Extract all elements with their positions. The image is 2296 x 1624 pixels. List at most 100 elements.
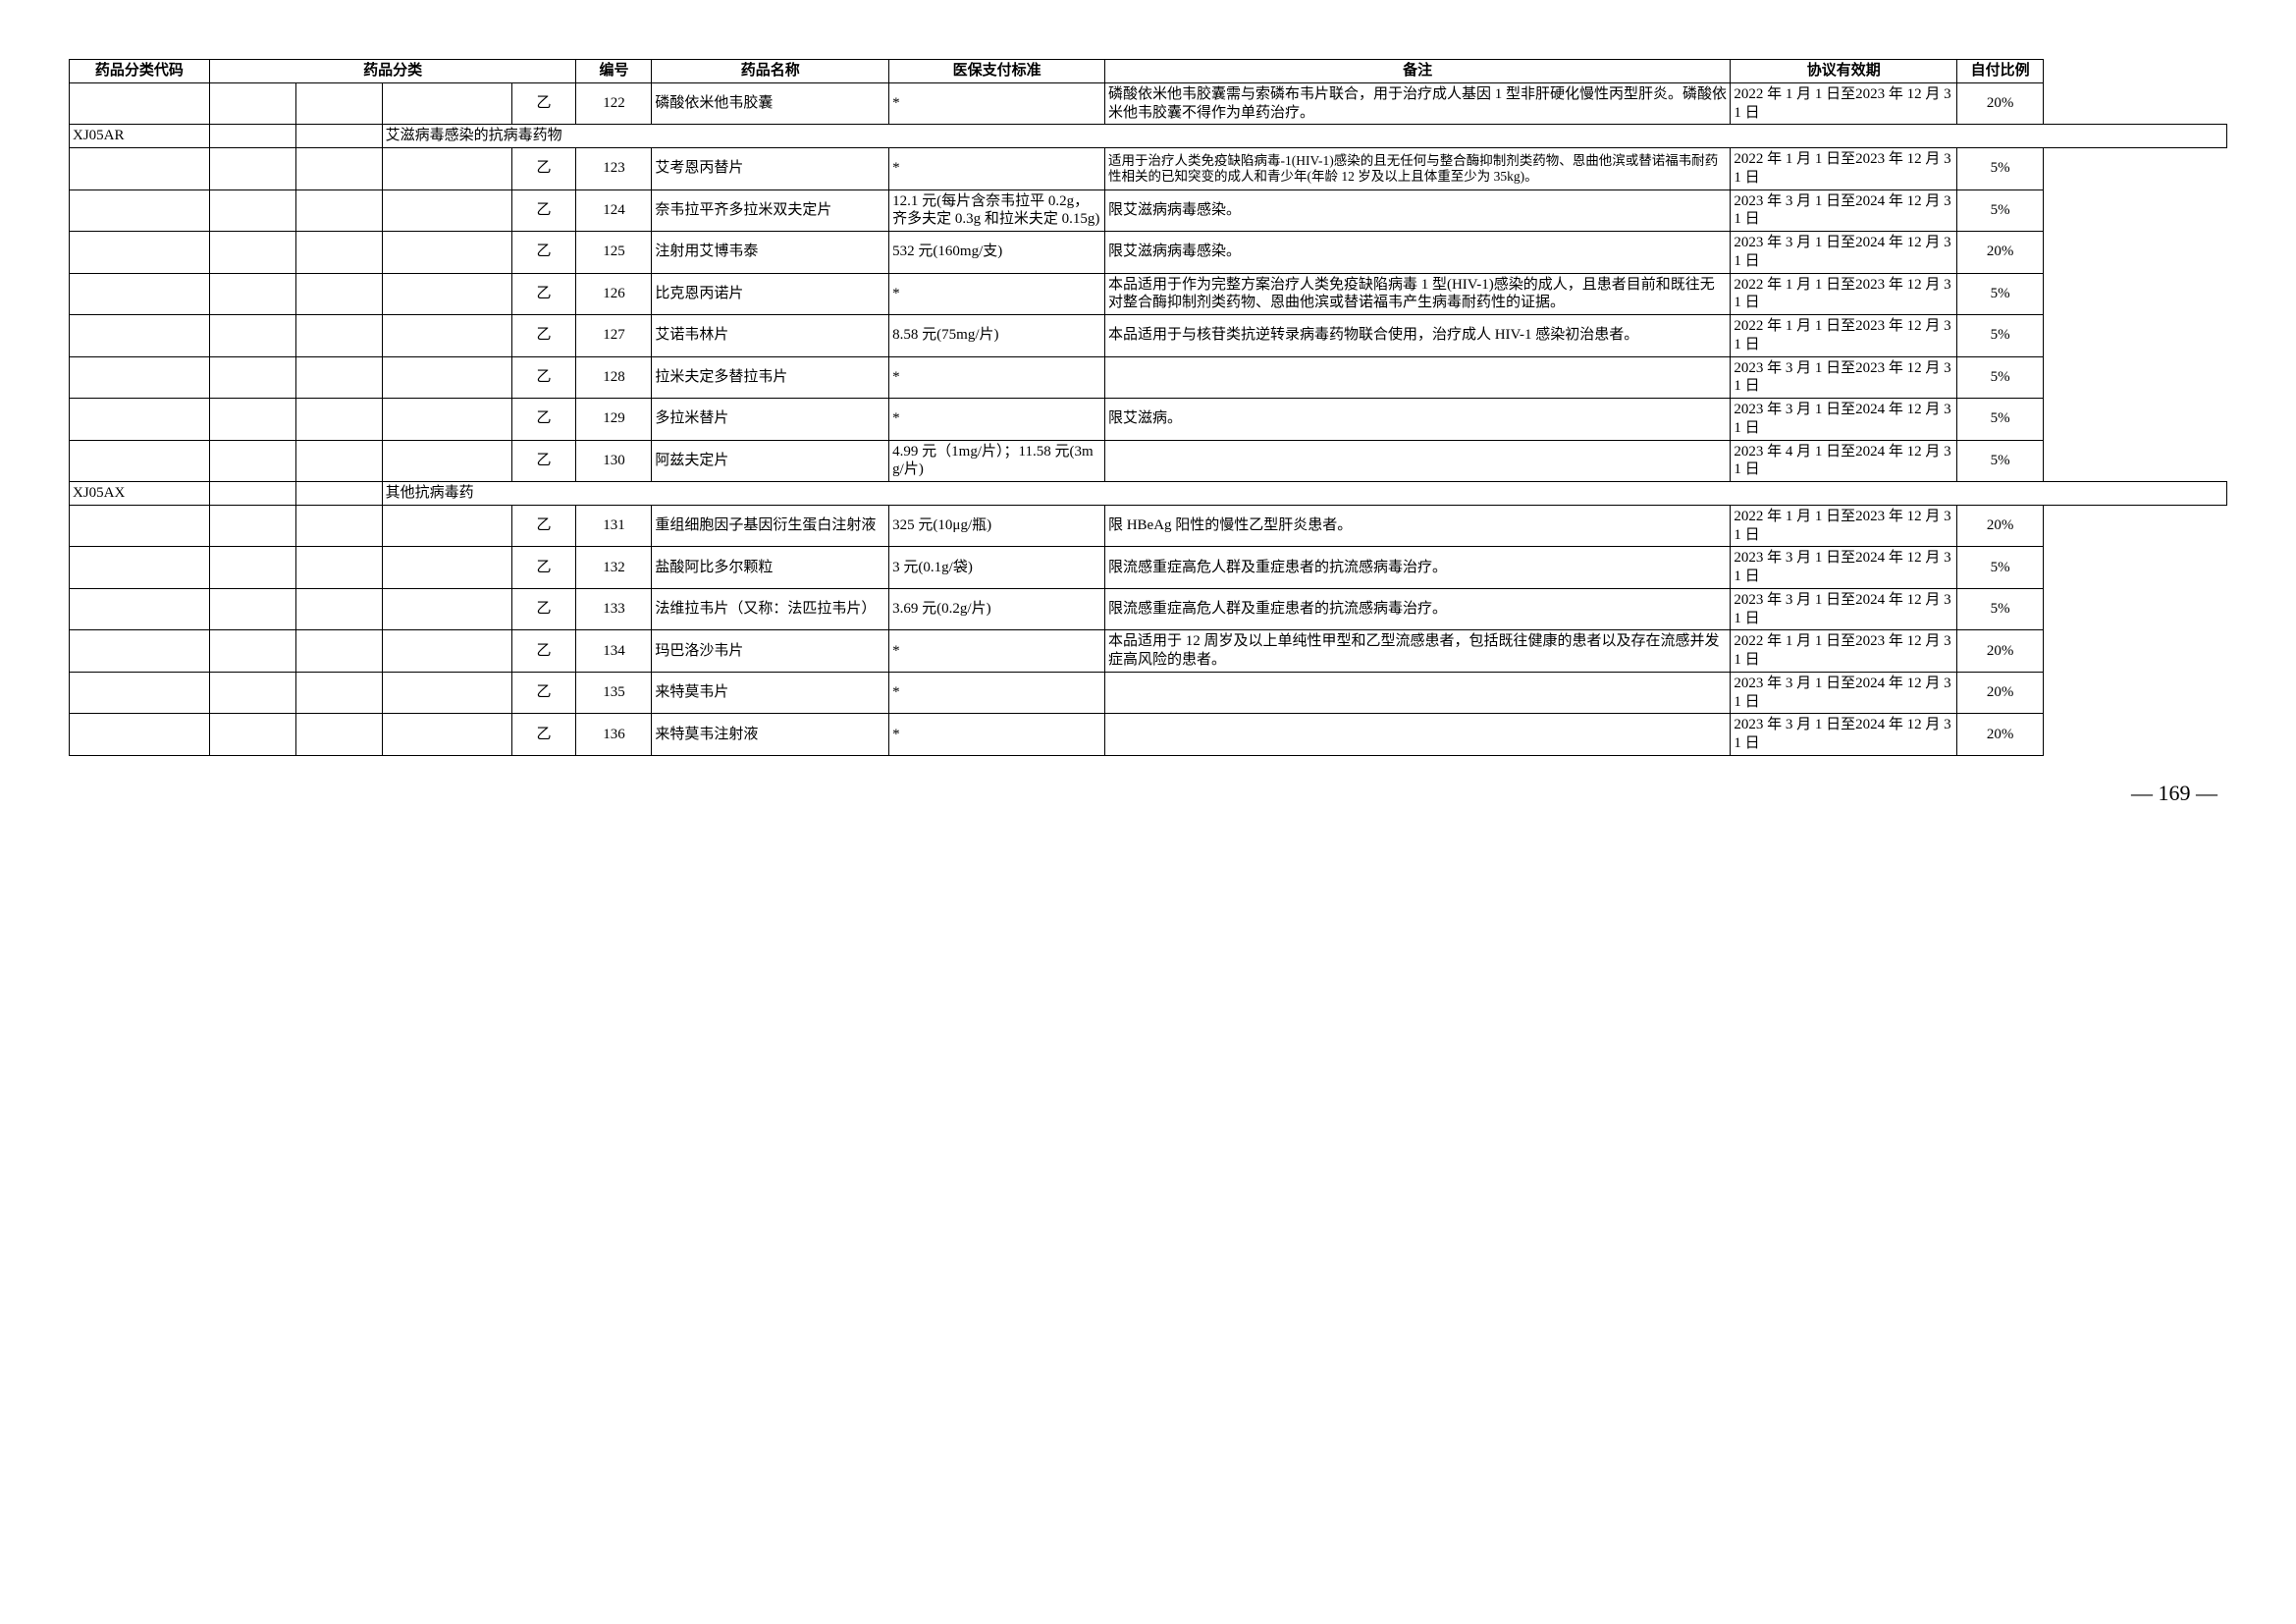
cell-code [70, 630, 210, 673]
page-number: — 169 — [69, 781, 2227, 806]
cell-code [70, 672, 210, 714]
cell-cat1 [209, 356, 295, 399]
cell-num: 133 [576, 588, 652, 630]
cell-standard: * [889, 82, 1105, 125]
cell-pay: 20% [1957, 672, 2044, 714]
table-row: 乙122磷酸依米他韦胶囊*磷酸依米他韦胶囊需与索磷布韦片联合，用于治疗成人基因 … [70, 82, 2227, 125]
table-row: 乙123艾考恩丙替片*适用于治疗人类免疫缺陷病毒-1(HIV-1)感染的且无任何… [70, 148, 2227, 190]
cell-cat1 [209, 399, 295, 441]
cell-cat4: 乙 [511, 440, 576, 482]
cell-cat1 [209, 714, 295, 756]
header-code: 药品分类代码 [70, 60, 210, 83]
cell-name: 注射用艾博韦泰 [652, 232, 889, 274]
cell-cat2 [295, 482, 382, 506]
cell-cat3 [382, 356, 511, 399]
header-standard: 医保支付标准 [889, 60, 1105, 83]
cell-cat2 [295, 273, 382, 315]
cell-code [70, 356, 210, 399]
cell-standard: 3.69 元(0.2g/片) [889, 588, 1105, 630]
cell-pay: 5% [1957, 189, 2044, 232]
cell-code [70, 82, 210, 125]
cell-cat2 [295, 125, 382, 148]
cell-pay: 5% [1957, 588, 2044, 630]
cell-cat4: 乙 [511, 672, 576, 714]
cell-name: 艾诺韦林片 [652, 315, 889, 357]
cell-cat2 [295, 315, 382, 357]
drug-table: 药品分类代码 药品分类 编号 药品名称 医保支付标准 备注 协议有效期 自付比例… [69, 59, 2227, 756]
cell-cat1 [209, 482, 295, 506]
cell-cat3 [382, 547, 511, 589]
cell-cat4: 乙 [511, 82, 576, 125]
cell-valid: 2023 年 3 月 1 日至2024 年 12 月 31 日 [1731, 547, 1957, 589]
cell-valid: 2022 年 1 月 1 日至2023 年 12 月 31 日 [1731, 315, 1957, 357]
cell-num: 125 [576, 232, 652, 274]
cell-note: 磷酸依米他韦胶囊需与索磷布韦片联合，用于治疗成人基因 1 型非肝硬化慢性丙型肝炎… [1104, 82, 1730, 125]
cell-cat3 [382, 630, 511, 673]
cell-name: 比克恩丙诺片 [652, 273, 889, 315]
cell-code [70, 273, 210, 315]
cell-cat1 [209, 630, 295, 673]
cell-cat4: 乙 [511, 315, 576, 357]
cell-cat4: 乙 [511, 148, 576, 190]
cell-pay: 5% [1957, 547, 2044, 589]
header-name: 药品名称 [652, 60, 889, 83]
cell-category-span: 艾滋病毒感染的抗病毒药物 [382, 125, 2226, 148]
cell-standard: 8.58 元(75mg/片) [889, 315, 1105, 357]
cell-code [70, 505, 210, 547]
table-row: 乙130阿兹夫定片4.99 元（1mg/片）；11.58 元(3mg/片)202… [70, 440, 2227, 482]
cell-cat2 [295, 399, 382, 441]
cell-cat2 [295, 672, 382, 714]
cell-cat2 [295, 232, 382, 274]
cell-cat4: 乙 [511, 547, 576, 589]
cell-num: 130 [576, 440, 652, 482]
cell-code [70, 399, 210, 441]
table-row: 乙124奈韦拉平齐多拉米双夫定片12.1 元(每片含奈韦拉平 0.2g，齐多夫定… [70, 189, 2227, 232]
cell-note: 本品适用于 12 周岁及以上单纯性甲型和乙型流感患者，包括既往健康的患者以及存在… [1104, 630, 1730, 673]
table-row: 乙134玛巴洛沙韦片*本品适用于 12 周岁及以上单纯性甲型和乙型流感患者，包括… [70, 630, 2227, 673]
cell-cat1 [209, 125, 295, 148]
cell-cat1 [209, 315, 295, 357]
table-row: XJ05AR 艾滋病毒感染的抗病毒药物 [70, 125, 2227, 148]
cell-pay: 5% [1957, 273, 2044, 315]
cell-name: 盐酸阿比多尔颗粒 [652, 547, 889, 589]
cell-cat3 [382, 148, 511, 190]
cell-cat2 [295, 82, 382, 125]
cell-num: 123 [576, 148, 652, 190]
cell-cat3 [382, 273, 511, 315]
table-row: 乙127艾诺韦林片8.58 元(75mg/片)本品适用于与核苷类抗逆转录病毒药物… [70, 315, 2227, 357]
cell-num: 132 [576, 547, 652, 589]
cell-name: 多拉米替片 [652, 399, 889, 441]
cell-cat2 [295, 440, 382, 482]
cell-valid: 2022 年 1 月 1 日至2023 年 12 月 31 日 [1731, 273, 1957, 315]
cell-valid: 2022 年 1 月 1 日至2023 年 12 月 31 日 [1731, 82, 1957, 125]
cell-name: 阿兹夫定片 [652, 440, 889, 482]
cell-cat4: 乙 [511, 588, 576, 630]
cell-cat2 [295, 588, 382, 630]
cell-valid: 2023 年 3 月 1 日至2023 年 12 月 31 日 [1731, 356, 1957, 399]
header-row: 药品分类代码 药品分类 编号 药品名称 医保支付标准 备注 协议有效期 自付比例 [70, 60, 2227, 83]
cell-cat4: 乙 [511, 356, 576, 399]
cell-code [70, 588, 210, 630]
header-valid: 协议有效期 [1731, 60, 1957, 83]
cell-num: 129 [576, 399, 652, 441]
cell-cat4: 乙 [511, 714, 576, 756]
cell-name: 来特莫韦片 [652, 672, 889, 714]
cell-cat4: 乙 [511, 505, 576, 547]
cell-name: 拉米夫定多替拉韦片 [652, 356, 889, 399]
cell-name: 重组细胞因子基因衍生蛋白注射液 [652, 505, 889, 547]
cell-note: 限 HBeAg 阳性的慢性乙型肝炎患者。 [1104, 505, 1730, 547]
cell-cat4: 乙 [511, 399, 576, 441]
cell-standard: * [889, 672, 1105, 714]
cell-cat1 [209, 505, 295, 547]
cell-valid: 2022 年 1 月 1 日至2023 年 12 月 31 日 [1731, 630, 1957, 673]
cell-standard: * [889, 273, 1105, 315]
cell-pay: 5% [1957, 315, 2044, 357]
cell-num: 126 [576, 273, 652, 315]
cell-num: 134 [576, 630, 652, 673]
cell-num: 128 [576, 356, 652, 399]
cell-valid: 2023 年 3 月 1 日至2024 年 12 月 31 日 [1731, 672, 1957, 714]
cell-code: XJ05AR [70, 125, 210, 148]
cell-num: 122 [576, 82, 652, 125]
cell-cat1 [209, 189, 295, 232]
cell-code [70, 189, 210, 232]
